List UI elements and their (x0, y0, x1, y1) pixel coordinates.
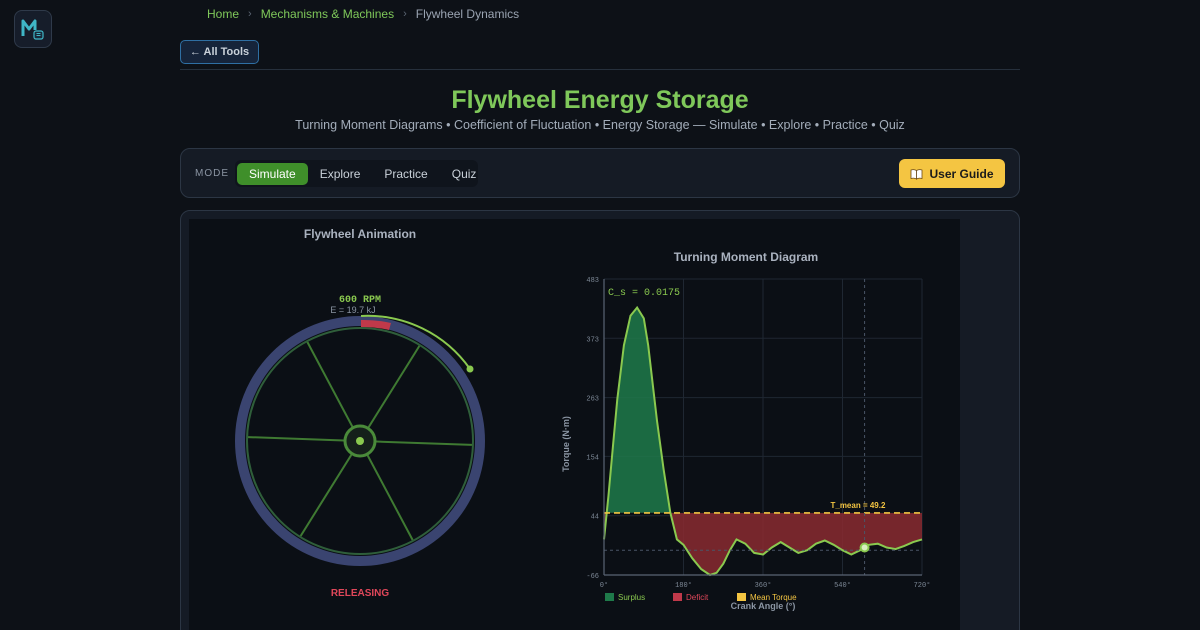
tab-explore[interactable]: Explore (319, 166, 361, 181)
y-tick-label: 154 (586, 454, 599, 462)
flywheel (235, 314, 485, 566)
page-title: Flywheel Energy Storage (451, 86, 749, 114)
y-tick-label: 263 (586, 396, 599, 404)
state-label: RELEASING (331, 588, 390, 599)
legend-surplus: Surplus (618, 593, 645, 602)
mode-label: MODE (195, 168, 229, 179)
flywheel-spokes (248, 341, 472, 541)
flywheel-spoke (299, 454, 353, 537)
energy-readout: E = 19.7 kJ (330, 305, 375, 315)
x-tick-label: 0° (600, 581, 608, 590)
y-tick-label: -66 (586, 573, 599, 581)
mean-torque-label: T_mean = 49.2 (830, 501, 885, 510)
x-tick-label: 360° (755, 581, 772, 590)
energy-deficit-marker (361, 319, 391, 330)
book-icon (911, 168, 923, 180)
flywheel-inner-rim (246, 327, 474, 555)
torque-curve (603, 305, 923, 577)
chevron-right-icon: › (248, 8, 252, 20)
page-subtitle: Turning Moment Diagrams • Coefficient of… (295, 118, 905, 132)
deficit-area (604, 512, 922, 575)
x-tick-label: 180° (675, 581, 692, 590)
chart-axes (603, 279, 922, 576)
legend-deficit: Deficit (686, 593, 709, 602)
flywheel-spoke (375, 440, 472, 446)
mode-tabs: Simulate Explore Practice Quiz (235, 160, 478, 187)
flywheel-rim (235, 316, 485, 566)
mode-bar: MODE Simulate Explore Practice Quiz User… (180, 148, 1020, 198)
breadcrumb-home[interactable]: Home (207, 7, 240, 21)
all-tools-button[interactable]: ← All Tools (180, 40, 259, 64)
turning-moment-chart: Turning Moment Diagram 483 373 263 154 44 -66… (561, 250, 930, 611)
logo-icon (21, 19, 44, 40)
chevron-right-icon: › (403, 8, 407, 20)
app-logo[interactable] (14, 10, 52, 48)
tab-simulate[interactable]: Simulate (237, 162, 308, 185)
breadcrumb: Home › Mechanisms & Machines › Flywheel … (207, 7, 519, 21)
simulation-panel: Flywheel Animation 600 RPM E = 19.7 kJ R… (180, 210, 1020, 630)
flywheel-spoke (248, 436, 345, 442)
y-tick-label: 44 (591, 514, 599, 522)
simulation-canvas[interactable]: Flywheel Animation 600 RPM E = 19.7 kJ R… (189, 219, 960, 630)
chart-title: Turning Moment Diagram (674, 250, 818, 264)
breadcrumb-mechanisms[interactable]: Mechanisms & Machines (260, 7, 395, 21)
tab-quiz[interactable]: Quiz (451, 166, 477, 181)
tab-practice[interactable]: Practice (384, 166, 428, 181)
chart-areas (603, 279, 923, 577)
y-tick-label: 483 (586, 277, 599, 285)
animation-title: Flywheel Animation (304, 227, 416, 241)
crank-position-marker (859, 542, 870, 553)
x-tick-label: 540° (834, 581, 851, 590)
flywheel-spoke (367, 345, 421, 428)
speed-arc-tip (466, 365, 474, 373)
y-tick-label: 373 (586, 336, 599, 344)
rpm-readout: 600 RPM (339, 295, 381, 306)
flywheel-spoke (306, 341, 354, 428)
chart-legend: Surplus Deficit Mean Torque (605, 593, 797, 602)
flywheel-axle (356, 437, 364, 445)
breadcrumb-current: Flywheel Dynamics (415, 7, 520, 21)
legend-swatch-mean (737, 593, 746, 601)
y-axis-label: Torque (N·m) (561, 416, 571, 472)
flywheel-spoke (366, 454, 414, 541)
speed-arc (360, 314, 471, 370)
legend-mean: Mean Torque (750, 593, 797, 602)
legend-swatch-surplus (605, 593, 614, 601)
legend-swatch-deficit (673, 593, 682, 601)
flywheel-animation: Flywheel Animation 600 RPM E = 19.7 kJ R… (235, 227, 485, 599)
x-axis-label: Crank Angle (°) (731, 601, 796, 611)
user-guide-button[interactable]: User Guide (899, 159, 1005, 188)
user-guide-label: User Guide (929, 166, 994, 181)
x-tick-label: 720° (914, 581, 931, 590)
chart-labels: 483 373 263 154 44 -660° 180° 360° 540° 720° T_mea… (586, 277, 930, 590)
cs-annotation: C_s = 0.0175 (608, 288, 680, 299)
header-divider (180, 69, 1020, 70)
